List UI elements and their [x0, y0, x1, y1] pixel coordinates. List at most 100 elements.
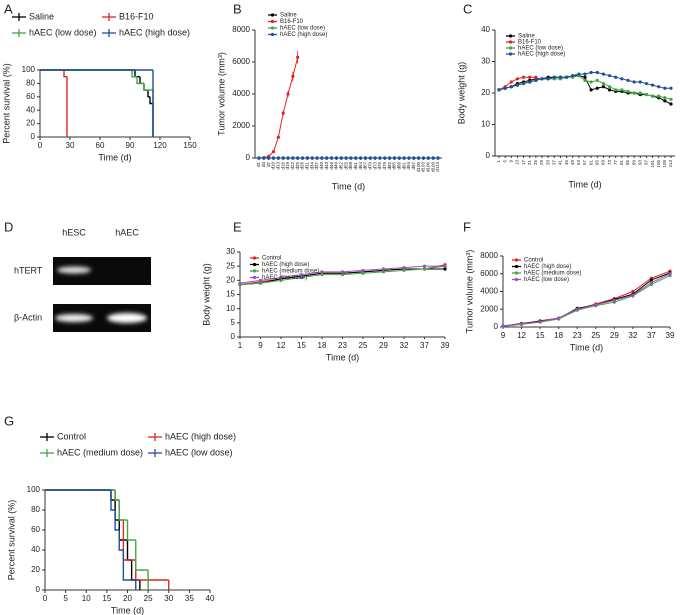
point	[577, 72, 581, 76]
point	[521, 75, 526, 79]
y-tick-label: 8000	[480, 251, 498, 260]
x-tick-label: d85	[392, 162, 397, 170]
x-tick-label: d70	[367, 162, 372, 170]
x-tick-label: d10	[271, 162, 276, 170]
point	[422, 267, 427, 271]
x-tick-label: 53	[576, 160, 581, 166]
x-tick-label: 69	[601, 160, 606, 166]
chart: G 0 20 40 60 80 100 0 5 10 15 20 25 30 35 40 Time (d) Per…	[4, 413, 236, 615]
x-tick-label: 5	[502, 160, 507, 163]
point	[638, 91, 642, 95]
point	[620, 88, 624, 92]
x-tick-label: 25	[591, 331, 600, 340]
x-tick-label: 81	[619, 160, 624, 166]
point	[436, 156, 440, 160]
point	[515, 77, 520, 81]
legend-label: hAEC (high dose)	[119, 27, 190, 37]
x-tick-label: 109	[662, 160, 667, 168]
survival-step	[135, 540, 149, 571]
point	[402, 156, 406, 160]
point	[669, 97, 673, 101]
x-tick-label: 23	[573, 331, 582, 340]
legend-label: hAEC (low dose)	[518, 46, 563, 52]
point	[632, 91, 636, 95]
x-tick-label: 37	[420, 341, 429, 350]
x-axis-title: Time (d)	[111, 605, 144, 615]
x-tick-label: 25	[144, 594, 153, 603]
point	[515, 83, 520, 87]
x-tick-label: 65	[594, 160, 599, 166]
legend-swatch	[252, 262, 257, 267]
x-axis-title: Time (d)	[570, 342, 603, 352]
x-tick-label: 37	[647, 331, 656, 340]
point	[595, 70, 599, 75]
survival-step	[134, 70, 140, 78]
point	[320, 270, 324, 274]
x-tick-label: 101	[650, 160, 655, 168]
point	[320, 273, 324, 277]
point	[534, 78, 538, 82]
point	[296, 55, 300, 59]
point	[378, 156, 382, 160]
point	[497, 88, 501, 92]
survival-step	[126, 540, 132, 561]
point	[631, 293, 635, 297]
x-tick-label: d52	[338, 162, 343, 170]
survival-step	[149, 96, 153, 105]
point	[657, 85, 661, 89]
x-axis-title: Time (d)	[568, 179, 601, 189]
point	[601, 85, 606, 89]
y-tick-label: 4000	[232, 89, 250, 98]
legend-label: hAEC (low dose)	[262, 275, 307, 281]
y-tick-label: 0	[231, 332, 236, 341]
point	[650, 83, 655, 87]
point	[361, 268, 365, 273]
legend-label: Control	[262, 256, 281, 262]
x-tick-label: 15	[102, 594, 111, 603]
point	[589, 70, 593, 75]
point	[626, 78, 630, 82]
legend-label: Saline	[29, 11, 54, 21]
y-axis-title: Body weight (g)	[201, 263, 211, 326]
point	[281, 111, 285, 115]
x-tick-label: 29	[610, 331, 619, 340]
point	[258, 278, 263, 282]
row-label: β-Actin	[14, 312, 42, 322]
x-tick-label: 29	[539, 160, 544, 166]
point	[315, 156, 319, 160]
legend-label: hAEC (low dose)	[165, 447, 233, 457]
x-tick-label: d1	[256, 162, 261, 168]
legend-swatch	[514, 271, 519, 275]
legend-swatch	[252, 269, 257, 273]
panel-letter: C	[463, 1, 472, 16]
y-tick-label: 80	[26, 79, 35, 88]
point	[595, 78, 599, 82]
survival-step	[147, 90, 150, 98]
point	[583, 78, 587, 82]
x-tick-label: 10	[82, 594, 91, 603]
x-tick-label: 29	[379, 341, 388, 350]
x-tick-label: 9	[258, 341, 263, 350]
x-tick-label: d82	[387, 162, 392, 170]
legend-label: hAEC (high dose)	[280, 32, 327, 38]
point	[300, 156, 305, 160]
legend-label: hAEC (high dose)	[524, 264, 571, 270]
point	[340, 270, 345, 274]
x-tick-label: 113	[668, 160, 673, 168]
legend-swatch	[270, 13, 275, 17]
legend-label: B16-F10	[518, 40, 542, 46]
x-tick-label: d103	[421, 162, 426, 173]
point	[392, 156, 397, 160]
legend-swatch	[270, 19, 275, 24]
point	[607, 88, 612, 92]
point	[501, 324, 505, 328]
legend-label: Saline	[280, 13, 297, 19]
legend-label: B16-F10	[119, 11, 154, 21]
x-tick-label: 5	[63, 594, 68, 603]
point	[305, 156, 309, 160]
x-tick-label: 15	[536, 331, 545, 340]
axis-line	[254, 30, 442, 159]
point	[663, 86, 667, 90]
x-tick-label: 12	[517, 331, 526, 340]
